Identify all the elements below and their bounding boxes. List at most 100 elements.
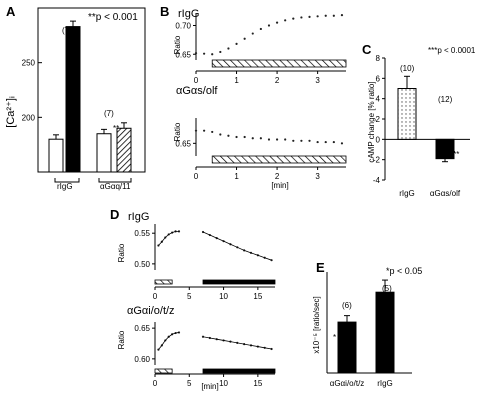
panel-d-top-stimulus-bar <box>202 279 276 285</box>
panel-b-top-point <box>194 52 198 55</box>
panel-d-bottom-trace-line <box>202 336 272 350</box>
panel-b-xlabel: [min] <box>271 181 288 190</box>
panel-a: A **p < 0.001 [Ca²⁺]ᵢ (7) (7) ** rIgG αG… <box>5 4 146 191</box>
panel-b-top-xtick-label: 2 <box>275 76 280 85</box>
panel-b-bottom-point <box>267 138 271 141</box>
panel-c-xtick-label: rIgG <box>399 189 415 198</box>
panel-b-title-1: rIgG <box>178 8 199 20</box>
panel-b-top-point <box>203 52 206 55</box>
panel-e-n-right: (5) <box>382 284 392 293</box>
panel-b-bottom-point <box>308 139 311 142</box>
panel-b-bottom-point <box>259 137 262 140</box>
panel-b-bottom-ytick-label: 0.65 <box>175 139 191 148</box>
panel-b-top-point <box>308 15 311 18</box>
panel-b-top-point <box>340 14 344 17</box>
panel-b-bottom-xtick-label: 1 <box>234 172 239 181</box>
panel-d-bottom-xtick-label: 5 <box>187 379 192 388</box>
panel-c: C ***p < 0.0001 cAMP change [% ratio] (1… <box>362 42 476 198</box>
panel-d-bottom-trace-line <box>158 332 180 350</box>
panel-c-n-right: (12) <box>438 95 453 104</box>
panel-d-top-xtick-label: 15 <box>253 292 262 301</box>
panel-b-bottom-xtick-label: 3 <box>315 172 320 181</box>
panel-b-top-point <box>219 50 222 54</box>
panel-letter-c: C <box>362 42 372 57</box>
panel-c-ytick-label: 6 <box>376 74 381 83</box>
panel-e-significance: *p < 0.05 <box>386 266 422 276</box>
panel-a-bar <box>48 138 64 173</box>
panel-d-top-xtick-label: 5 <box>187 292 192 301</box>
panel-d-bottom-xtick-label: 15 <box>253 379 262 388</box>
panel-e-ylabel: x10⁻⁵ [ratio/sec] <box>312 296 321 353</box>
panel-d-bottom-stimulus-bar <box>154 368 173 374</box>
panel-b-ylabel-2: Ratio <box>173 122 182 141</box>
panel-c-n-left: (10) <box>400 64 415 73</box>
panel-d-ylabel-2: Ratio <box>117 330 126 349</box>
panel-b-bottom-point <box>300 139 303 142</box>
panel-d-bottom-ytick-label: 0.60 <box>134 355 150 364</box>
panel-b-bottom-point <box>203 129 206 132</box>
panel-b-top-point <box>284 19 287 22</box>
panel-a-ytick-label: 200 <box>22 113 36 122</box>
panel-b-bottom-point <box>275 138 279 141</box>
panel-b-ylabel-1: Ratio <box>173 35 182 54</box>
panel-a-significance: **p < 0.001 <box>88 12 138 23</box>
panel-b-bottom-point <box>284 138 287 141</box>
panel-b-bottom-point <box>316 140 319 144</box>
panel-d-top-trace-line <box>158 230 179 246</box>
panel-a-group-gq: αGαq/11 <box>100 182 131 191</box>
panel-c-ytick-label: 0 <box>376 135 381 144</box>
panel-d-ylabel-1: Ratio <box>117 243 126 262</box>
panel-a-bar <box>96 133 112 173</box>
panel-b-bottom-point <box>235 135 238 139</box>
panel-d-bottom-stimulus-bar <box>202 368 276 374</box>
panel-c-ytick-label: -2 <box>373 156 381 165</box>
panel-c-plot: -4 -2 0 2 4 6 8 rIgG αGαs/olf <box>373 54 470 198</box>
panel-b-top-point <box>324 14 327 17</box>
panel-b-top-point <box>235 42 238 46</box>
panel-b-bottom-stimulus-bar <box>211 155 347 164</box>
panel-b-top-point <box>292 17 295 20</box>
panel-b-top-xtick-label: 1 <box>234 76 239 85</box>
panel-letter-d: D <box>110 207 119 222</box>
panel-c-xtick-label: αGαs/olf <box>430 189 461 198</box>
panel-letter-a: A <box>6 4 16 19</box>
panel-letter-e: E <box>316 260 325 275</box>
panel-b-top-point <box>211 53 214 56</box>
panel-b-top-point <box>267 24 271 27</box>
panel-d-title-2: αGαi/o/t/z <box>127 305 175 317</box>
panel-a-ytick-label: 250 <box>22 59 36 68</box>
panel-c-ytick-label: 4 <box>376 95 381 104</box>
panel-a-group-brackets <box>54 178 132 183</box>
panel-b-bottom-point <box>243 135 246 139</box>
panel-d-top-ytick-label: 0.50 <box>134 260 150 269</box>
panel-a-frame <box>37 7 146 173</box>
panel-b-top-point <box>243 37 246 40</box>
panel-d-top-trace-line <box>202 231 272 261</box>
panel-b-title-2: αGαs/olf <box>176 85 218 97</box>
panel-c-ytick-label: 8 <box>376 54 381 63</box>
panel-e-bar <box>337 321 357 374</box>
panel-d-top-xtick-label: 0 <box>153 292 158 301</box>
panel-b-top-point <box>275 21 279 24</box>
panel-b-top-xtick-label: 0 <box>194 76 199 85</box>
panel-b-bottom-point <box>194 129 198 132</box>
panel-d-bottom-xtick-label: 10 <box>219 379 228 388</box>
panel-c-significance: ***p < 0.0001 <box>428 46 476 55</box>
panel-b-top-point <box>251 32 254 35</box>
panel-b-bottom-point <box>292 139 295 142</box>
panel-b-bottom-xtick-label: 2 <box>275 172 280 181</box>
panel-b: B rIgG αGαs/olf Ratio Ratio [min] 0.650.… <box>160 4 347 190</box>
panel-e-bar <box>375 291 395 374</box>
panel-d-plot-1: 0.50 0.55 0 5 10 15 <box>134 224 276 301</box>
panel-e-plot: αGαi/o/t/z rIgG <box>326 272 412 388</box>
panel-b-top-point <box>332 14 335 17</box>
panel-b-bottom-point <box>211 130 214 134</box>
panel-c-ylabel: cAMP change [% ratio] <box>367 81 376 162</box>
panel-b-top-ytick-label: 0.70 <box>175 22 191 31</box>
panel-b-plot-1: 0.65 0.70 0 1 2 3 <box>175 14 347 85</box>
panel-e-n-left: (6) <box>342 301 352 310</box>
panel-c-bar <box>397 88 417 140</box>
panel-b-bottom-xtick-label: 0 <box>194 172 199 181</box>
panel-b-top-point <box>227 47 230 50</box>
panel-b-top-point <box>300 16 303 19</box>
